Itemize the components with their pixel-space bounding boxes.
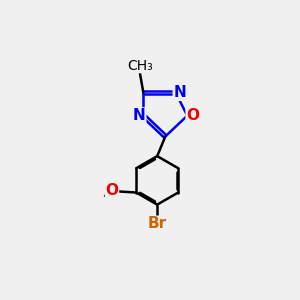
Text: N: N <box>173 85 186 100</box>
Text: N: N <box>133 108 146 123</box>
Text: O: O <box>106 183 118 198</box>
Text: Br: Br <box>148 216 167 231</box>
Text: CH₃: CH₃ <box>128 59 154 73</box>
Text: O: O <box>186 108 199 123</box>
